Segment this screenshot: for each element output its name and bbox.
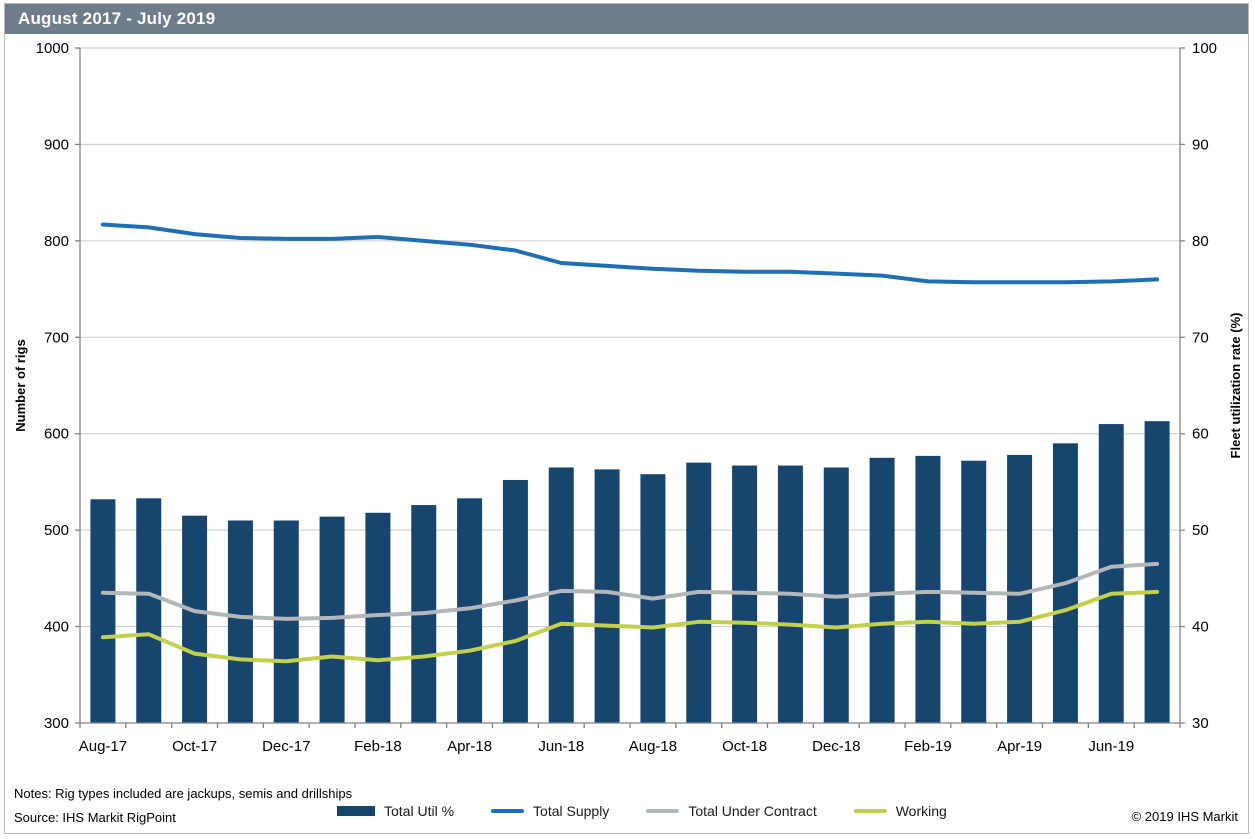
copyright-text: © 2019 IHS Markit [1131, 809, 1238, 824]
y-right-tick-label-30: 30 [1192, 715, 1209, 732]
legend-item-total-util-: Total Util % [337, 803, 454, 819]
bar-Feb-19 [915, 455, 941, 723]
legend-label-total-under-contract: Total Under Contract [688, 803, 817, 819]
chart-frame: August 2017 - July 2019 [4, 3, 1249, 834]
legend-swatch-working [853, 809, 887, 813]
legend-item-total-under-contract: Total Under Contract [646, 803, 817, 819]
x-tick-label-Oct-18: Oct-18 [722, 738, 767, 755]
line-total-under-contract [100, 561, 1160, 621]
x-tick-label-Aug-17: Aug-17 [79, 738, 127, 755]
bar-Feb-18 [365, 512, 391, 723]
line-working [100, 589, 1160, 664]
y-axis-left-title: Number of rigs [13, 339, 28, 431]
y-left-tick-label-400: 400 [44, 619, 69, 636]
x-tick-label-Aug-18: Aug-18 [629, 738, 677, 755]
line-total-supply [100, 222, 1160, 285]
y-right-tick-label-50: 50 [1192, 522, 1209, 539]
x-tick-label-Apr-18: Apr-18 [447, 738, 492, 755]
y-left-tick-label-300: 300 [44, 715, 69, 732]
bar-Jan-19 [869, 457, 895, 723]
legend-swatch-total-under-contract [646, 809, 680, 813]
y-left-tick-label-1000: 1000 [36, 40, 69, 57]
bar-Apr-19 [1007, 454, 1033, 723]
y-left-tick-label-600: 600 [44, 426, 69, 443]
bar-Jun-18 [548, 467, 574, 723]
y-right-tick-label-100: 100 [1192, 40, 1217, 57]
chart-title: August 2017 - July 2019 [18, 9, 216, 28]
bar-Jun-19 [1098, 424, 1124, 723]
y-left-tick-label-700: 700 [44, 329, 69, 346]
y-right-tick-label-80: 80 [1192, 233, 1209, 250]
legend-label-working: Working [895, 803, 947, 819]
x-tick-label-Dec-18: Dec-18 [812, 738, 860, 755]
x-tick-label-Dec-17: Dec-17 [262, 738, 310, 755]
legend-item-working: Working [853, 803, 947, 819]
legend-item-total-supply: Total Supply [491, 803, 609, 819]
bar-Nov-17 [227, 520, 253, 723]
bar-Jul-18 [594, 469, 620, 723]
y-right-tick-label-90: 90 [1192, 136, 1209, 153]
legend-label-total-supply: Total Supply [533, 803, 610, 819]
bar-Sep-17 [136, 498, 162, 723]
x-tick-label-Apr-19: Apr-19 [997, 738, 1042, 755]
bar-Jul-19 [1144, 421, 1170, 723]
y-axis-right-title: Fleet utilization rate (%) [1228, 313, 1243, 459]
x-tick-label-Jun-19: Jun-19 [1088, 738, 1134, 755]
bar-Oct-17 [182, 515, 208, 723]
legend-swatch-total-util- [337, 806, 375, 816]
bar-Dec-17 [273, 520, 299, 723]
legend-swatch-total-supply [491, 809, 525, 813]
x-tick-label-Jun-18: Jun-18 [538, 738, 584, 755]
x-tick-label-Feb-18: Feb-18 [354, 738, 402, 755]
legend: Total Util % Total Supply Total Under Cont… [337, 801, 947, 821]
y-right-tick-label-70: 70 [1192, 329, 1209, 346]
bar-Aug-17 [90, 499, 116, 723]
y-left-tick-label-500: 500 [44, 522, 69, 539]
y-left-tick-label-900: 900 [44, 136, 69, 153]
legend-label-total-util-: Total Util % [384, 803, 455, 819]
x-tick-label-Feb-19: Feb-19 [904, 738, 952, 755]
x-tick-label-Oct-17: Oct-17 [172, 738, 217, 755]
y-right-tick-label-40: 40 [1192, 619, 1209, 636]
y-right-tick-label-60: 60 [1192, 426, 1209, 443]
notes-text: Notes: Rig types included are jackups, s… [14, 786, 353, 801]
source-text: Source: IHS Markit RigPoint [14, 810, 176, 825]
y-left-tick-label-800: 800 [44, 233, 69, 250]
title-bar: August 2017 - July 2019 [5, 4, 1248, 34]
